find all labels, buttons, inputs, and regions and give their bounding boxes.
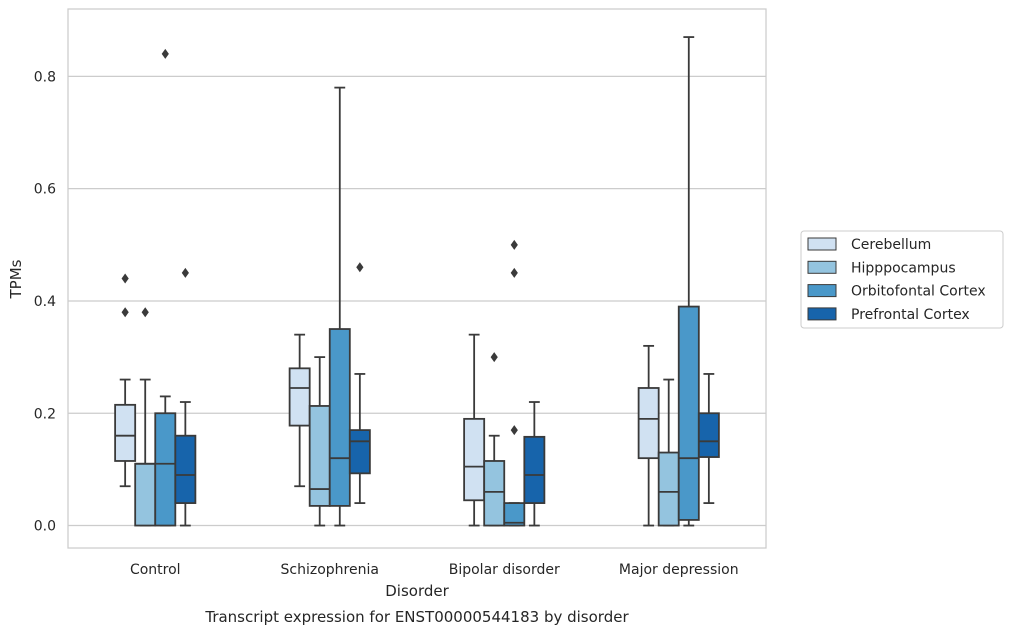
box-2-1 [483, 352, 506, 527]
legend-label: Cerebellum [851, 237, 931, 253]
box-body [503, 502, 526, 527]
outlier-point [121, 307, 129, 318]
box-body [114, 403, 137, 462]
legend-swatch [807, 260, 837, 274]
x-tick-label: Schizophrenia [281, 562, 379, 578]
legend-swatch [807, 284, 837, 298]
box-0-1 [134, 307, 157, 527]
outlier-point [161, 48, 169, 59]
box-body [154, 412, 177, 527]
x-tick-label: Control [130, 562, 181, 578]
legend-label: Orbitofontal Cortex [851, 284, 986, 300]
box-2-2 [503, 239, 526, 527]
box-3-1 [657, 378, 680, 527]
y-tick-label: 0.6 [34, 182, 56, 198]
outlier-point [141, 307, 149, 318]
y-axis-ticks: 0.0 0.2 0.4 0.6 0.8 [34, 69, 56, 534]
box-2-0 [463, 333, 486, 527]
box-body [328, 328, 351, 507]
box-body [677, 305, 700, 521]
box-body [523, 435, 546, 504]
box-3-0 [637, 344, 660, 527]
x-tick-label: Bipolar disorder [449, 562, 560, 578]
box-body [637, 387, 660, 460]
box-body [463, 417, 486, 502]
box-body [288, 367, 311, 427]
y-tick-label: 0.2 [34, 406, 56, 422]
box-body [134, 462, 157, 527]
plot-area-frame [67, 8, 767, 549]
y-tick-label: 0.4 [34, 294, 56, 310]
outlier-point [181, 267, 189, 278]
box-body [657, 451, 680, 527]
legend: Cerebellum Hipppocampus Orbitofontal Corte… [800, 230, 1004, 329]
legend-label: Hipppocampus [851, 260, 956, 276]
box-1-0 [288, 333, 311, 488]
x-axis-ticks: Control Schizophrenia Bipolar disorder Majo… [130, 562, 739, 578]
box-1-1 [308, 356, 331, 527]
outlier-point [510, 239, 518, 250]
y-axis-label: TPMs [7, 259, 25, 299]
x-tick-label: Major depression [619, 562, 739, 578]
box-groups [114, 36, 720, 527]
box-2-3 [523, 401, 546, 527]
outlier-point [356, 262, 364, 273]
outlier-point [510, 425, 518, 436]
chart-caption: Transcript expression for ENST0000054418… [204, 608, 629, 626]
box-3-2 [677, 36, 700, 527]
box-3-3 [697, 373, 720, 504]
box-1-2 [328, 86, 351, 527]
box-0-0 [114, 273, 137, 488]
outlier-point [121, 273, 129, 284]
legend-frame [800, 230, 1004, 329]
y-tick-label: 0.8 [34, 69, 56, 85]
box-0-2 [154, 48, 177, 527]
outlier-point [490, 352, 498, 363]
legend-label: Prefrontal Cortex [851, 307, 970, 323]
legend-swatch [807, 307, 837, 321]
x-axis-label: Disorder [385, 582, 449, 600]
outlier-point [510, 267, 518, 278]
box-body [348, 429, 371, 475]
box-body [174, 434, 197, 504]
y-tick-label: 0.0 [34, 519, 56, 535]
box-0-3 [174, 267, 197, 527]
legend-swatch [807, 237, 837, 251]
box-body [308, 405, 331, 507]
box-body [483, 460, 506, 527]
box-1-3 [348, 262, 371, 504]
box-body [697, 412, 720, 458]
